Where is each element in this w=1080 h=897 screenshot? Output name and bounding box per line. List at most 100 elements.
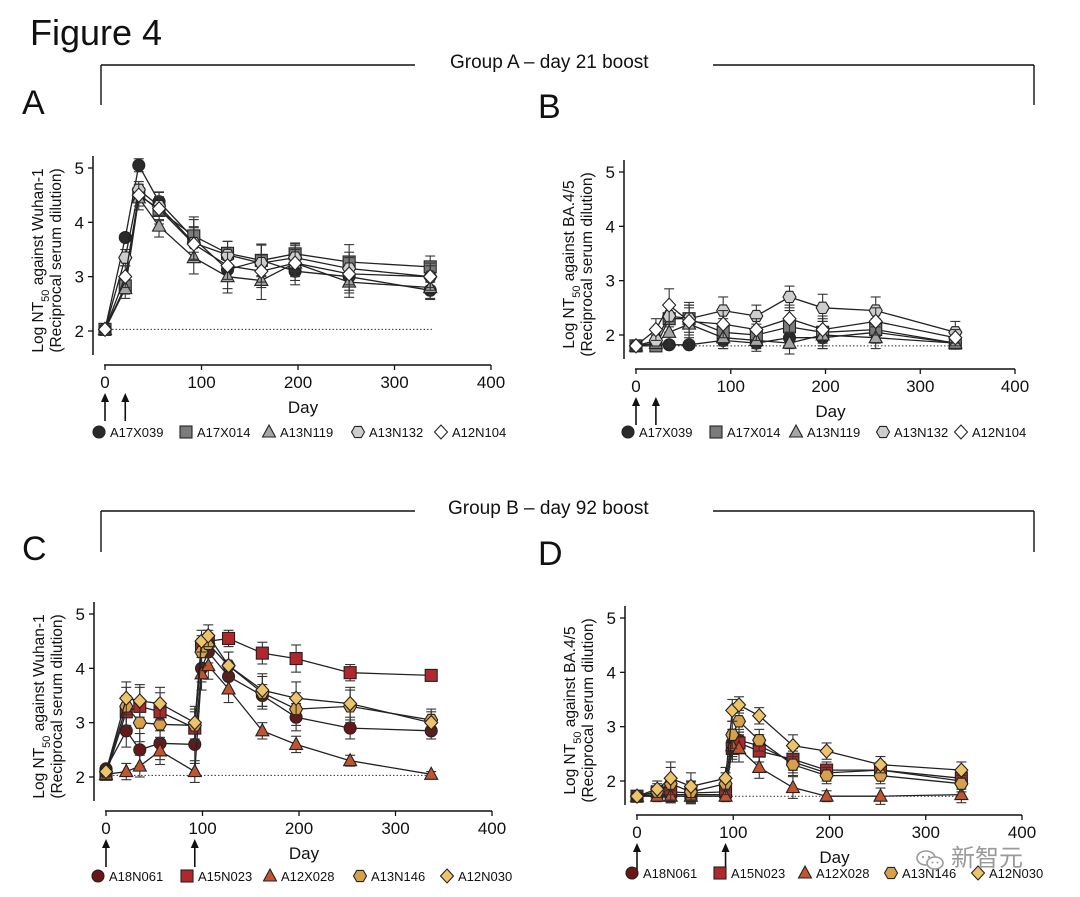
legend-label: A13N132 [894,425,948,440]
data-point [119,690,134,707]
data-point [725,728,740,741]
legend-marker [433,424,449,440]
data-point [118,268,133,285]
data-point [343,666,357,680]
legend-marker [953,424,969,440]
group-b-label: Group B – day 92 boost [448,498,649,519]
data-point [200,657,216,672]
data-point [953,786,969,801]
legend-item: A15N023 [180,869,252,884]
panel-b-y-label: Log NT50 against BA.4/5 [561,180,583,348]
data-point [648,321,664,338]
legend-label: A12X028 [816,866,870,881]
panel-a-y-label-2: (Reciprocal serum dilution) [48,168,65,352]
watermark-text: 新智元 [951,845,1023,872]
panel-d-y-tick-label: 3 [607,718,616,737]
data-point [751,759,767,773]
panel-c-series-a12n030 [98,624,439,780]
data-point [948,329,963,346]
legend-item: A18N061 [625,866,697,881]
data-point [342,695,358,712]
panel-b-y-tick-label: 2 [606,326,615,345]
panel-b-chart: 2 3 4 5 0 100 200 300 400 Day Log NT50 against BA.… [561,160,1029,440]
panel-d-x-tick-label: 300 [912,823,940,842]
panel-c-chart: 2 3 4 5 0 100 200 300 400 Day Log NT50 against Wuh… [31,602,512,884]
arrow-head [632,397,640,406]
data-point [873,756,888,773]
data-point [752,734,767,747]
data-point [782,310,797,327]
data-point [868,313,883,330]
data-point [255,682,270,698]
panel-letter-c: C [22,530,47,568]
panel-d-y-tick-label: 5 [607,609,616,628]
data-point [954,762,969,778]
data-point [221,680,236,695]
legend-label: A13N146 [371,869,425,884]
panel-c-series-a12x028 [98,651,439,783]
data-point [151,200,167,217]
data-point [118,763,134,778]
panel-c-y-label-2: (Reciprocal serum dilution) [49,614,66,798]
legend-item: A13N146 [883,866,956,881]
legend-item: A17X039 [621,425,693,440]
panel-c-x-label: Day [289,844,320,863]
data-point [254,722,270,737]
data-point [152,718,168,731]
panel-c-y-tick-label: 2 [76,768,85,787]
arrow-head [633,843,641,852]
legend-marker [261,423,277,438]
data-point [423,766,439,780]
legend-label: A17X014 [197,425,251,440]
data-point [118,251,133,264]
data-point [98,763,114,780]
legend-marker [713,866,727,880]
panel-a-series-a12n104 [97,183,438,338]
legend-label: A13N146 [902,866,956,881]
panel-a-x-label: Day [288,398,319,417]
arrow-head [121,393,130,402]
legend-marker [970,865,986,881]
data-point [681,313,697,330]
panel-b-x-tick-label: 200 [811,377,839,396]
panel-b-boost-arrow [632,397,640,425]
panel-c-x-tick-label: 200 [285,819,313,838]
series-line [104,163,431,330]
series-line [635,331,956,347]
panel-c-series-a18n061 [99,640,438,776]
panel-a-x-tick-label: 400 [477,373,505,392]
legend-marker [262,867,278,882]
panel-b-legend: A17X039 A17X014 A13N119 A13N132 A12N104 [621,423,1026,440]
panel-c-x-tick-label: 300 [381,819,409,838]
panel-d-x-tick-label: 100 [719,823,747,842]
data-point [868,329,884,344]
data-point [819,743,834,759]
data-point [222,631,236,646]
data-point [288,736,304,750]
figure-title: Figure 4 [30,12,163,53]
panel-a-boost-arrow [101,393,109,421]
panel-a-x-tick-label: 300 [380,373,408,392]
legend-marker [797,864,813,879]
legend-label: A17X014 [727,425,781,440]
legend-item: A17X014 [179,425,251,440]
arrow-head [190,839,199,848]
panel-b-y-tick-label: 4 [606,217,615,236]
panel-c-y-tick-label: 4 [76,659,85,678]
legend-marker [92,425,106,439]
panel-b-y-tick-label: 5 [606,163,615,182]
panel-d-y-label: Log NT50 against BA.4/5 [562,626,584,794]
legend-label: A15N023 [731,866,785,881]
data-point [663,770,678,787]
legend-item: A12N104 [953,424,1026,440]
data-point [289,652,303,666]
data-point [785,737,801,754]
panel-c-x-tick-label: 400 [478,819,506,838]
panel-c-y-tick-label: 3 [76,714,85,733]
legend-marker [350,425,366,439]
panel-a-x-tick-label: 100 [187,373,215,392]
data-point [132,716,147,729]
panel-c-x-tick-label: 0 [101,819,110,838]
legend-marker [179,425,193,439]
data-point [815,301,830,315]
